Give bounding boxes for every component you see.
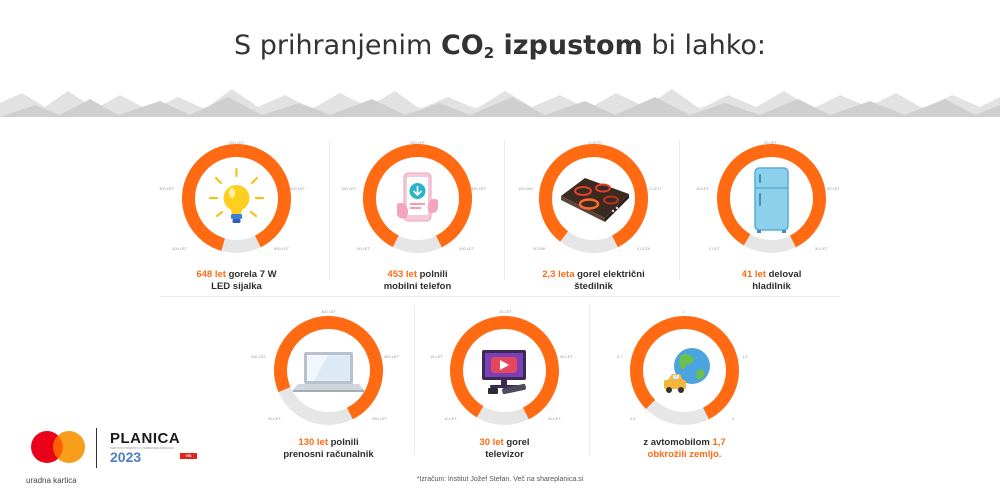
light-bulb-icon [208, 167, 265, 223]
progress-ring [363, 144, 472, 253]
ring-tick: 100 DNI [518, 186, 533, 191]
ring-tick: 10 LET [696, 186, 709, 191]
ring-tick: 0,7 [617, 354, 623, 359]
ring-tick: 1 LETO [588, 140, 602, 145]
event-year: 2023 [110, 449, 142, 465]
ring-tick: 150 LET [341, 186, 357, 191]
card-caption: 130 let polnili prenosni računalnik [283, 437, 374, 460]
card-led-bulb: 200 LET 100 LET 300 LET 400 LET 500 LET … [159, 136, 305, 296]
ring-tick: 100 LET [290, 186, 306, 191]
ring-tick: 2 LETI [649, 186, 661, 191]
ring-tick: 40 LET [548, 416, 561, 421]
ring-tick: 400 LET [459, 246, 475, 251]
mobile-phone-icon [397, 172, 438, 222]
ring-tick: 20 LET [499, 309, 512, 314]
electric-stove-icon [561, 178, 629, 222]
ring-tick: 500 LET [274, 246, 290, 251]
ring-tick: 1 [682, 309, 685, 314]
card-caption: 41 let deloval hladilnik [741, 269, 802, 292]
mastercard-logo [31, 431, 85, 463]
event-subtitle: SVETOVNO PRVENSTVO V NORDIJSKEM SMUČANJU [110, 447, 174, 450]
sponsor-badge: VIS BRANDS [180, 453, 197, 464]
television-icon [482, 350, 526, 395]
card-caption: z avtomobilom 1,7 obkrožili zemljo. [643, 437, 726, 460]
ring-tick: 50 LET [815, 246, 828, 251]
ring-tick: 250 LET [410, 140, 426, 145]
car-globe-icon [664, 348, 710, 393]
ring-tick: 2 LET [709, 246, 720, 251]
ring-tick: 50 LET [268, 416, 281, 421]
ring-tick: 20 LET [764, 140, 777, 145]
ring-tick: 1,5 [742, 354, 748, 359]
progress-ring [181, 144, 291, 253]
card-caption: 30 let gorel televizor [479, 437, 530, 460]
footnote: *Izračuni: Institut Jožef Stefan. Več na… [416, 476, 584, 483]
ring-tick: 400 LET [172, 246, 188, 251]
event-name: PLANICA [110, 430, 181, 447]
card-electric-stove: 1 LETO 100 DNI 2 LETI 30 DNI 3 LETA 2,3 … [518, 136, 661, 296]
ring-tick: 350 LET [471, 186, 487, 191]
card-refrigerator: 20 LET 10 LET 30 LET 2 LET 50 LET 41 let… [696, 136, 840, 296]
laptop-icon [293, 352, 364, 392]
ring-tick: 10 LET [444, 416, 457, 421]
progress-ring [274, 316, 383, 425]
ring-tick: 15 LET [430, 354, 443, 359]
ring-tick: 200 LET [229, 140, 245, 145]
refrigerator-icon [754, 167, 789, 233]
ring-tick: 50 LET [357, 246, 370, 251]
ring-tick: 300 LET [159, 186, 175, 191]
card-caption: 648 let gorela 7 W LED sijalka [196, 269, 277, 292]
ring-tick: 300 LET [321, 309, 337, 314]
card-laptop: 300 LET 100 LET 400 LET 50 LET 450 LET 1… [251, 308, 399, 468]
ring-tick: 30 DNI [533, 246, 546, 251]
progress-ring [450, 315, 559, 425]
mountain-banner [0, 89, 1000, 117]
logo-divider [96, 428, 97, 468]
ring-tick: 100 LET [251, 354, 267, 359]
progress-ring [717, 144, 826, 253]
ring-tick: 450 LET [372, 416, 388, 421]
ring-tick: 25 LET [560, 354, 573, 359]
ring-tick: 2 [732, 416, 735, 421]
ring-tick: 30 LET [827, 186, 840, 191]
page-title: S prihranjenim CO2 izpustom bi lahko: [233, 30, 767, 62]
partner-label: uradna kartica [26, 476, 77, 485]
progress-ring [630, 316, 739, 425]
card-mobile-phone: 250 LET 150 LET 350 LET 50 LET 400 LET 4… [341, 136, 486, 296]
progress-ring [538, 144, 648, 253]
card-television: 20 LET 15 LET 25 LET 10 LET 40 LET 30 le… [430, 308, 573, 468]
ring-tick: 3 LETA [637, 246, 651, 251]
ring-tick: 400 LET [384, 354, 400, 359]
card-caption: 453 let polnili mobilni telefon [383, 269, 452, 292]
ring-tick: 0,5 [630, 416, 636, 421]
card-caption: 2,3 leta gorel električni štedilnik [542, 269, 645, 292]
card-car-globe: 1 0,7 1,5 0,5 2 z avtomobilom 1,7 obkroži… [617, 308, 748, 468]
